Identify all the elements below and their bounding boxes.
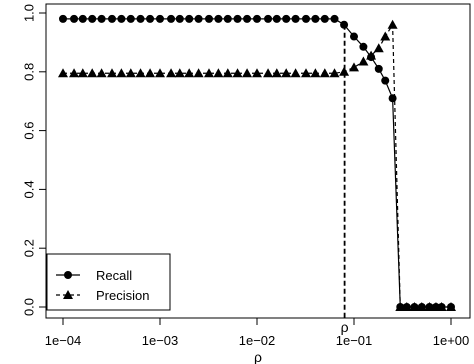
recall-point xyxy=(107,14,116,23)
precision-point xyxy=(380,31,391,41)
precision-point xyxy=(145,68,156,78)
recall-point xyxy=(70,14,79,23)
precision-point xyxy=(87,68,98,78)
precision-point xyxy=(252,68,262,78)
recall-point xyxy=(374,64,383,73)
precision-point xyxy=(213,68,224,78)
precision-point xyxy=(166,68,177,78)
precision-point xyxy=(135,68,146,78)
legend-precision-marker xyxy=(63,290,73,299)
precision-point xyxy=(387,19,398,29)
recall-point xyxy=(146,14,155,23)
recall-point xyxy=(136,14,145,23)
legend-precision-label: Precision xyxy=(96,288,149,303)
precision-point xyxy=(409,302,420,311)
precision-point xyxy=(290,68,301,78)
legend: Recall Precision xyxy=(46,253,171,311)
recall-point xyxy=(330,14,339,23)
precision-point xyxy=(310,68,321,78)
recall-point xyxy=(381,76,390,85)
recall-point xyxy=(59,14,67,23)
precision-point xyxy=(116,68,127,78)
precision-point xyxy=(373,43,384,53)
recall-point xyxy=(223,14,232,23)
precision-point xyxy=(106,68,117,78)
y-tick-label: 0.6 xyxy=(21,122,36,140)
precision-point xyxy=(300,68,311,78)
precision-point xyxy=(339,66,350,76)
recall-point xyxy=(359,42,368,51)
precision-point xyxy=(401,302,412,311)
recall-point xyxy=(167,14,176,23)
y-tick-label: 0.8 xyxy=(21,63,36,81)
recall-point xyxy=(253,14,261,23)
precision-point xyxy=(242,68,253,78)
plot-frame xyxy=(45,3,471,319)
precision-point xyxy=(446,302,456,311)
precision-point xyxy=(69,68,80,78)
precision-point xyxy=(366,50,377,60)
recall-point xyxy=(301,14,310,23)
legend-recall-marker xyxy=(64,271,72,279)
precision-point xyxy=(184,68,195,78)
precision-point xyxy=(329,68,340,78)
recall-point xyxy=(175,14,184,23)
recall-point xyxy=(88,14,97,23)
precision-point xyxy=(174,68,185,78)
precision-point xyxy=(96,68,107,78)
precision-point xyxy=(232,68,243,78)
y-tick-label: 0.4 xyxy=(21,180,36,198)
legend-box xyxy=(46,253,171,311)
x-tick-label: 1e−04 xyxy=(45,333,82,348)
recall-point xyxy=(350,32,358,41)
recall-point xyxy=(214,14,223,23)
recall-point xyxy=(243,14,252,23)
recall-point xyxy=(320,14,329,23)
y-tick-label: 0.2 xyxy=(21,239,36,257)
recall-point xyxy=(311,14,320,23)
y-tick-label: 1.0 xyxy=(21,4,36,22)
precision-point xyxy=(395,302,406,311)
recall-point xyxy=(117,14,126,23)
recall-point xyxy=(97,14,106,23)
x-tick-label: 1e−02 xyxy=(239,333,276,348)
recall-point xyxy=(272,14,281,23)
x-tick-label: 1e+00 xyxy=(433,333,470,348)
recall-point xyxy=(78,14,87,23)
recall-point xyxy=(282,14,291,23)
recall-point xyxy=(185,14,194,23)
precision-point xyxy=(424,302,435,311)
precision-point xyxy=(263,68,274,78)
precision-point xyxy=(77,68,88,78)
recall-point xyxy=(233,14,242,23)
x-tick-label: 1e−03 xyxy=(142,333,179,348)
recall-point xyxy=(204,14,213,23)
x-axis-label: ρ xyxy=(254,349,262,364)
precision-point xyxy=(222,68,233,78)
precision-point xyxy=(193,68,204,78)
precision-point xyxy=(358,56,369,66)
precision-point xyxy=(319,68,330,78)
precision-point xyxy=(436,302,447,311)
precision-point xyxy=(416,302,427,311)
precision-point xyxy=(125,68,136,78)
y-tick-label: 0.0 xyxy=(21,298,36,316)
precision-point xyxy=(155,68,165,78)
precision-point xyxy=(271,68,282,78)
recall-point xyxy=(264,14,273,23)
legend-recall-label: Recall xyxy=(96,268,132,283)
x-tick-label: 1e−01 xyxy=(336,333,373,348)
recall-point xyxy=(194,14,203,23)
precision-point xyxy=(349,62,359,72)
recall-point xyxy=(388,94,397,103)
recall-point xyxy=(126,14,135,23)
precision-point xyxy=(281,68,292,78)
precision-point xyxy=(203,68,214,78)
precision-point xyxy=(58,68,68,78)
recall-point xyxy=(156,14,164,23)
vline-label: ρ xyxy=(341,319,349,335)
recall-point xyxy=(291,14,300,23)
